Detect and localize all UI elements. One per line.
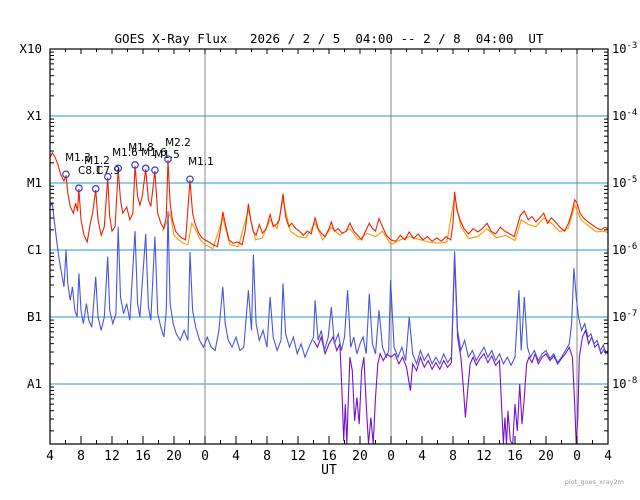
- y-left-label: X10: [19, 41, 42, 56]
- y-right-label: 10-5: [612, 175, 637, 190]
- x-tick-label: 16: [135, 449, 151, 464]
- flare-marker: [164, 155, 172, 163]
- x-tick-label: 16: [507, 449, 523, 464]
- flare-label: M1.5: [154, 149, 180, 161]
- y-left-label: X1: [27, 108, 42, 123]
- flare-label: C8.1: [78, 165, 102, 177]
- x-tick-label: 8: [449, 449, 457, 464]
- xray-short-primary-curve: [50, 201, 608, 367]
- x-tick-label: 20: [538, 449, 554, 464]
- x-tick-label: 16: [321, 449, 337, 464]
- x-tick-label: 20: [352, 449, 368, 464]
- x-tick-label: 8: [77, 449, 85, 464]
- flare-label: C7.9: [96, 165, 120, 177]
- x-tick-label: 0: [573, 449, 581, 464]
- series-group: [50, 151, 608, 444]
- flare-label: M1.1: [188, 156, 214, 168]
- x-axis-label: UT: [321, 463, 337, 478]
- xray-short-secondary-curve: [313, 256, 608, 444]
- flare-marker: [62, 170, 70, 179]
- x-tick-label: 12: [290, 449, 306, 464]
- x-tick-label: 0: [387, 449, 395, 464]
- flare-marker: [131, 161, 139, 169]
- flare-marker: [141, 164, 150, 173]
- xray-long-primary-curve: [50, 151, 608, 248]
- flare-label: M1.6: [141, 147, 167, 159]
- flare-marker: [91, 185, 100, 193]
- flare-label: M1.3: [65, 152, 91, 164]
- flare-marker: [103, 172, 112, 181]
- x-tick-label: 20: [166, 449, 182, 464]
- x-tick-label: 4: [46, 449, 54, 464]
- x-tick-label: 8: [263, 449, 271, 464]
- x-tick-label: 12: [476, 449, 492, 464]
- flare-label: M1.6: [112, 147, 138, 159]
- flare-marker: [114, 164, 123, 173]
- chart-title: GOES X-Ray Flux 2026 / 2 / 5 04:00 -- 2 …: [114, 31, 544, 46]
- y-right-label: 10-6: [612, 242, 637, 257]
- y-right-label: 10-4: [612, 108, 637, 123]
- y-left-label: C1: [27, 242, 42, 257]
- y-left-label: B1: [27, 309, 42, 324]
- x-tick-label: 4: [418, 449, 426, 464]
- y-left-label: A1: [27, 376, 42, 391]
- y-right-label: 10-3: [612, 41, 637, 56]
- y-left-label: M1: [27, 175, 42, 190]
- flare-marker: [151, 166, 159, 175]
- x-tick-label: 12: [104, 449, 120, 464]
- x-tick-label: 0: [201, 449, 209, 464]
- flare-label: M1.2: [84, 155, 110, 167]
- y-right-label: 10-7: [612, 309, 637, 324]
- flare-label: M1.8: [128, 142, 154, 154]
- xray-long-secondary-curve: [161, 196, 608, 250]
- flare-marker: [186, 175, 194, 184]
- y-right-label: 10-8: [612, 376, 637, 391]
- plot-watermark: plot_goes_xray2m: [564, 478, 624, 486]
- x-tick-label: 4: [232, 449, 240, 464]
- flare-marker: [75, 184, 83, 192]
- x-tick-label: 4: [604, 449, 612, 464]
- flare-label: M2.2: [165, 137, 191, 149]
